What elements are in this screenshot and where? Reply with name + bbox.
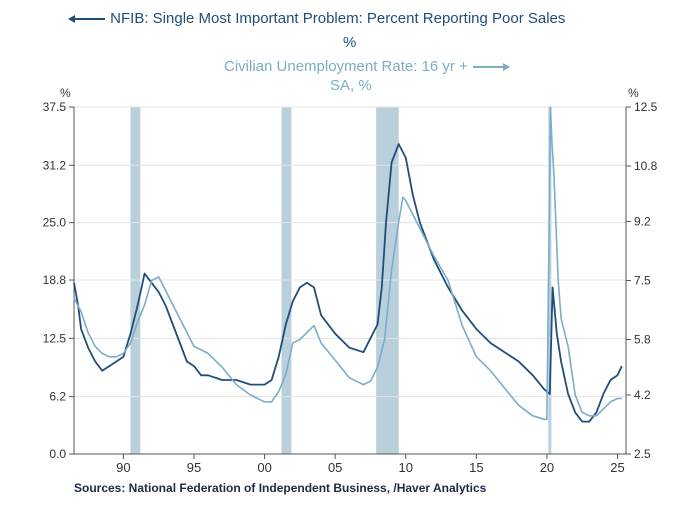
x-tick-label-1: 95 [187,460,201,475]
left-tick-label-3: 18.8 [43,273,67,287]
legend-nfib: NFIB: Single Most Important Problem: Per… [68,10,565,27]
right-axis-unit: % [628,86,639,100]
left-tick-label-0: 0.0 [49,447,66,461]
right-tick-label-4: 9.2 [634,215,651,229]
x-tick-label-2: 00 [257,460,271,475]
x-tick-label-5: 15 [469,460,483,475]
x-tick-label-4: 10 [399,460,413,475]
left-tick-label-1: 6.2 [49,390,66,404]
legend-nfib-unit: % [343,34,357,51]
right-tick-label-1: 4.2 [634,388,651,402]
left-tick-label-6: 37.5 [43,100,67,114]
series-line-nfib [73,143,623,423]
legend-unemployment: Civilian Unemployment Rate: 16 yr + [224,58,511,75]
right-tick-label-2: 5.8 [634,332,651,346]
right-tick-label-5: 10.8 [634,159,658,173]
left-tick-label-5: 31.2 [43,158,67,172]
right-arrow-icon [473,63,511,72]
legend-nfib-label: NFIB: Single Most Important Problem: Per… [110,10,566,27]
right-tick-label-3: 7.5 [634,274,651,288]
left-axis-unit: % [60,86,71,100]
left-arrow-icon [68,15,105,24]
right-tick-label-0: 2.5 [634,447,651,461]
series-line-unemployment [73,106,622,421]
x-tick-label-0: 90 [116,460,130,475]
legend-unemployment-label: Civilian Unemployment Rate: 16 yr + [224,58,468,75]
x-tick-label-3: 05 [328,460,342,475]
x-tick-label-7: 25 [610,460,624,475]
source-note: Sources: National Federation of Independ… [74,481,487,495]
legend-unemployment-unit: SA, % [330,77,372,94]
x-tick-label-6: 20 [540,460,554,475]
left-tick-label-2: 12.5 [43,331,67,345]
right-tick-label-6: 12.5 [634,100,658,114]
left-tick-label-4: 25.0 [43,216,67,230]
